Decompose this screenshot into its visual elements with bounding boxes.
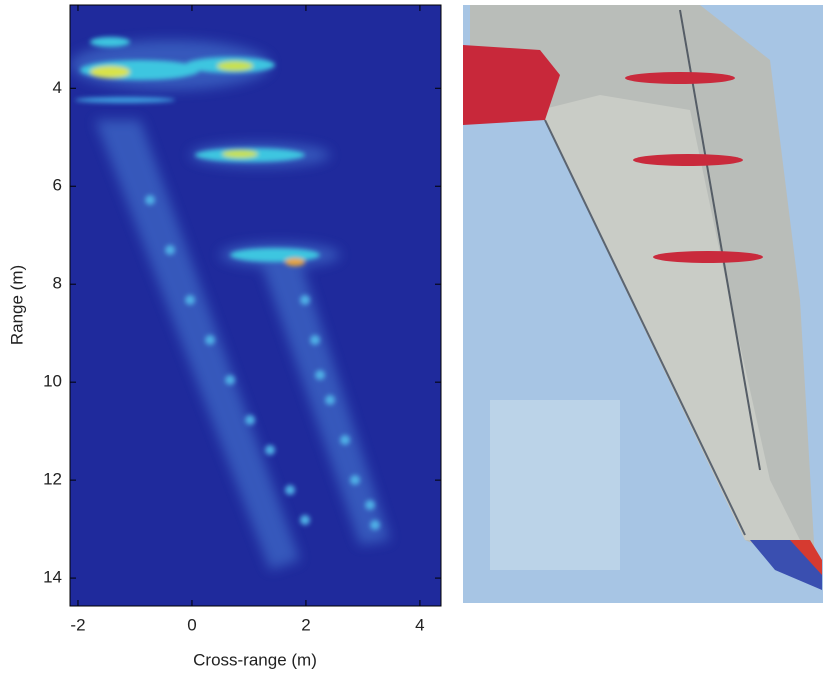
fairing bbox=[633, 154, 743, 166]
fairing bbox=[625, 72, 735, 84]
fairing bbox=[653, 251, 763, 263]
y-tick-label: 10 bbox=[43, 372, 62, 391]
y-axis-label: Range (m) bbox=[7, 265, 26, 345]
y-tick-label: 12 bbox=[43, 470, 62, 489]
wing-photo bbox=[463, 5, 823, 603]
y-tick-label: 14 bbox=[43, 568, 62, 587]
page: {"chart_data": {"type": "image", "x_labe… bbox=[0, 0, 823, 681]
x-tick-label: -2 bbox=[70, 615, 85, 634]
inset-patch bbox=[490, 400, 620, 570]
y-tick-label: 4 bbox=[53, 78, 62, 97]
engine bbox=[463, 45, 560, 125]
y-tick-label: 6 bbox=[53, 176, 62, 195]
y-tick-label: 8 bbox=[53, 274, 62, 293]
figure: Cross-range (m) Range (m) -2 0 2 4 4 6 8 10 12 14 bbox=[0, 0, 823, 676]
x-axis-label: Cross-range (m) bbox=[193, 650, 317, 669]
x-tick-label: 0 bbox=[187, 615, 196, 634]
x-tick-label: 2 bbox=[301, 615, 310, 634]
x-tick-label: 4 bbox=[415, 615, 424, 634]
